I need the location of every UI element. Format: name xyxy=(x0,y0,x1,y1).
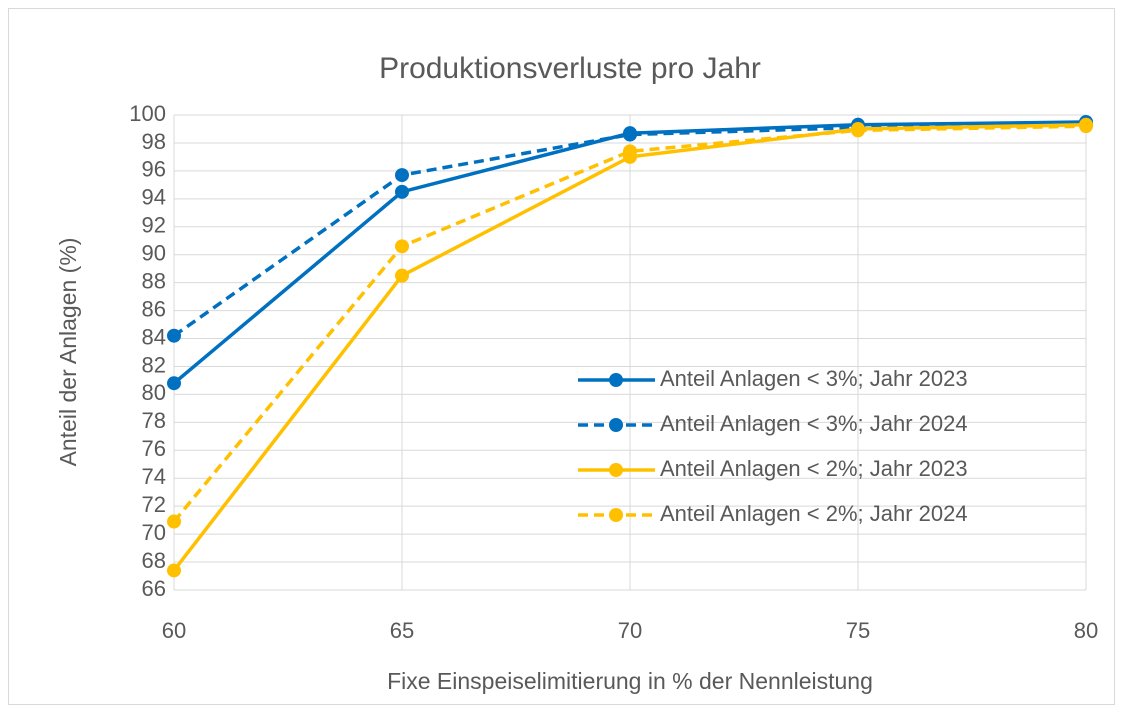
y-tick-label: 96 xyxy=(142,157,166,182)
chart-title: Produktionsverluste pro Jahr xyxy=(379,52,761,85)
legend-marker xyxy=(609,373,623,387)
y-tick-label: 68 xyxy=(142,548,166,573)
y-tick-label: 78 xyxy=(142,408,166,433)
marker xyxy=(167,563,181,578)
x-axis-label: Fixe Einspeiselimitierung in % der Nennl… xyxy=(387,668,873,694)
x-tick-label: 75 xyxy=(846,618,870,643)
y-tick-label: 88 xyxy=(142,268,166,293)
legend-marker xyxy=(609,463,623,477)
y-tick-label: 94 xyxy=(142,185,166,210)
marker xyxy=(395,239,409,254)
legend-label: Anteil Anlagen < 3%; Jahr 2023 xyxy=(660,366,968,391)
y-tick-label: 66 xyxy=(142,576,166,601)
marker xyxy=(623,127,637,142)
y-tick-label: 86 xyxy=(142,296,166,321)
y-axis-label: Anteil der Anlagen (%) xyxy=(55,238,81,467)
y-tick-label: 92 xyxy=(142,213,166,238)
y-tick-label: 70 xyxy=(142,520,166,545)
y-tick-label: 98 xyxy=(142,129,166,154)
y-tick-label: 84 xyxy=(142,324,166,349)
marker xyxy=(167,376,181,391)
marker xyxy=(395,168,409,183)
y-tick-label: 80 xyxy=(142,380,166,405)
y-tick-label: 76 xyxy=(142,436,166,461)
marker xyxy=(395,184,409,199)
y-tick-label: 90 xyxy=(142,241,166,266)
marker xyxy=(623,144,637,159)
y-tick-label: 100 xyxy=(129,101,166,126)
legend-marker xyxy=(609,508,623,522)
x-tick-label: 80 xyxy=(1074,618,1098,643)
y-tick-label: 74 xyxy=(142,464,166,489)
legend-marker xyxy=(609,418,623,432)
x-tick-label: 70 xyxy=(618,618,642,643)
marker xyxy=(167,514,181,529)
x-tick-label: 65 xyxy=(390,618,414,643)
line xyxy=(172,121,1087,338)
marker xyxy=(167,328,181,343)
y-tick-label: 72 xyxy=(142,492,166,517)
marker xyxy=(1079,119,1093,134)
legend-label: Anteil Anlagen < 2%; Jahr 2024 xyxy=(660,501,968,526)
legend-label: Anteil Anlagen < 2%; Jahr 2023 xyxy=(660,456,968,481)
legend-label: Anteil Anlagen < 3%; Jahr 2024 xyxy=(660,411,968,436)
y-tick-label: 82 xyxy=(142,352,166,377)
marker xyxy=(851,123,865,138)
x-tick-label: 60 xyxy=(162,618,186,643)
marker xyxy=(395,268,409,283)
